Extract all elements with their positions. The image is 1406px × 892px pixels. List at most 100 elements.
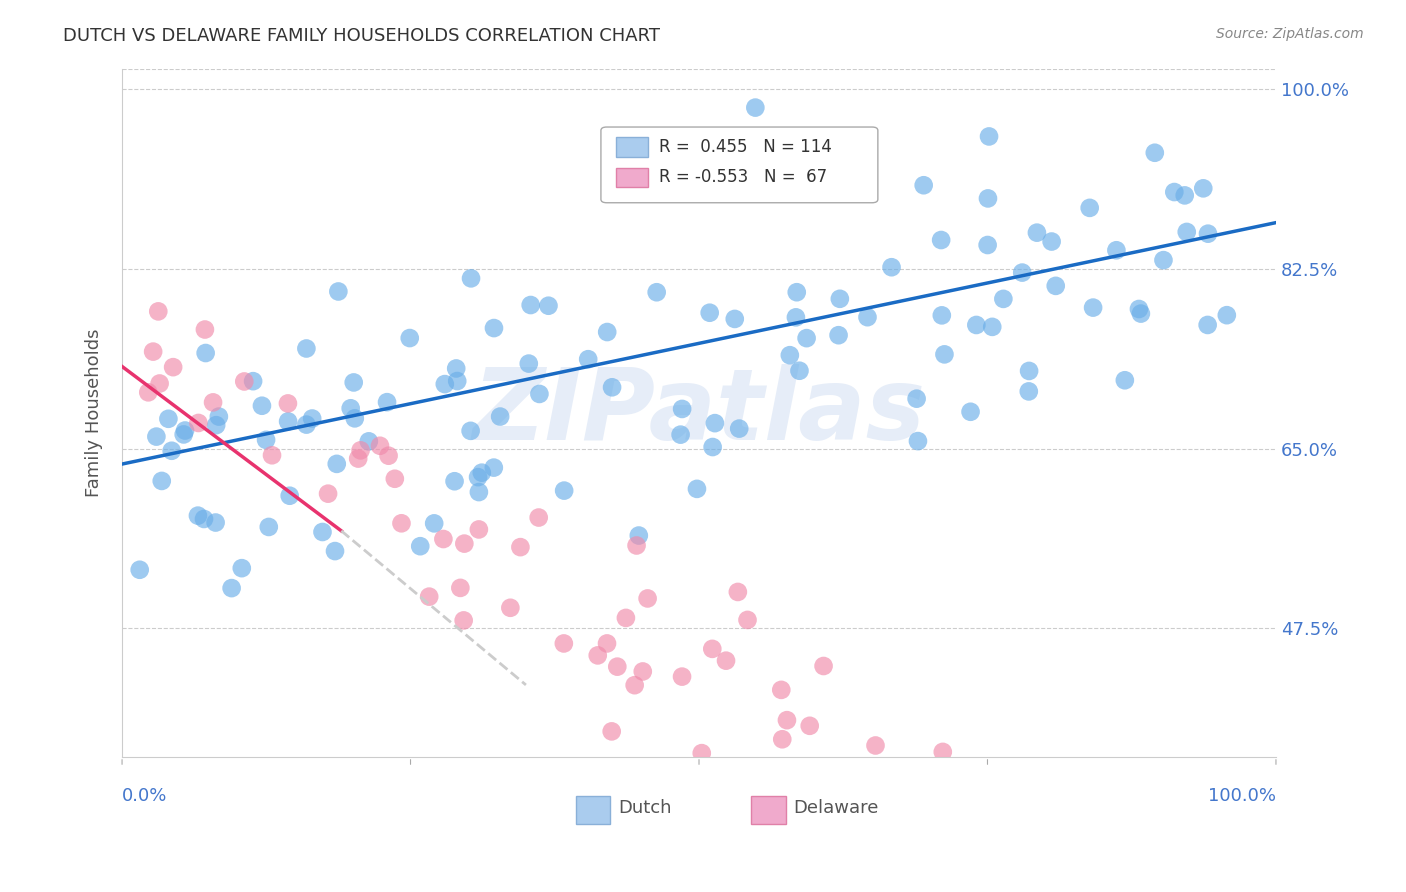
Point [1018, 384, 1040, 399]
Point [880, 260, 903, 275]
Bar [751, 796, 786, 823]
Point [744, 101, 766, 115]
Point [208, 409, 231, 424]
Point [295, 417, 318, 432]
Point [1216, 308, 1239, 322]
Point [173, 427, 195, 442]
Text: 100.0%: 100.0% [1208, 788, 1277, 805]
Point [931, 309, 953, 323]
Point [278, 489, 301, 503]
Point [703, 416, 725, 430]
Text: R = -0.553   N =  67: R = -0.553 N = 67 [658, 169, 827, 186]
Point [779, 348, 801, 362]
Point [907, 434, 929, 449]
Point [1105, 244, 1128, 258]
Point [776, 713, 799, 727]
Point [160, 443, 183, 458]
Point [659, 764, 682, 778]
Point [162, 360, 184, 375]
Point [1078, 201, 1101, 215]
Point [728, 421, 751, 435]
Point [384, 472, 406, 486]
Point [1163, 185, 1185, 199]
Point [357, 434, 380, 449]
Point [471, 466, 494, 480]
Point [770, 682, 793, 697]
Point [339, 401, 361, 416]
Point [1197, 227, 1219, 241]
Point [377, 449, 399, 463]
Point [482, 321, 505, 335]
Point [856, 310, 879, 325]
Point [669, 427, 692, 442]
Point [349, 443, 371, 458]
Point [347, 451, 370, 466]
Point [890, 825, 912, 839]
Point [627, 528, 650, 542]
Point [326, 457, 349, 471]
Text: Dutch: Dutch [619, 799, 672, 817]
Point [460, 424, 482, 438]
Point [553, 483, 575, 498]
Point [328, 285, 350, 299]
Point [1128, 301, 1150, 316]
Point [600, 380, 623, 394]
Point [671, 670, 693, 684]
Point [136, 385, 159, 400]
Point [1045, 278, 1067, 293]
Bar [616, 168, 648, 187]
Point [1011, 266, 1033, 280]
Point [810, 776, 832, 790]
Point [623, 678, 645, 692]
Point [1129, 307, 1152, 321]
Point [865, 739, 887, 753]
Point [468, 485, 491, 500]
Point [614, 611, 637, 625]
Point [626, 539, 648, 553]
Point [905, 392, 928, 406]
Point [449, 581, 471, 595]
Point [529, 387, 551, 401]
Point [787, 772, 810, 787]
Point [827, 328, 849, 343]
Point [799, 719, 821, 733]
Point [977, 191, 1000, 205]
Point [976, 238, 998, 252]
Point [800, 162, 823, 177]
Point [1022, 863, 1045, 877]
Point [157, 411, 180, 425]
Point [724, 312, 747, 326]
Bar [575, 796, 610, 823]
Point [1174, 188, 1197, 202]
Point [453, 536, 475, 550]
Point [1175, 225, 1198, 239]
Point [149, 376, 172, 391]
Point [194, 346, 217, 360]
Point [981, 319, 1004, 334]
Point [145, 429, 167, 443]
Point [444, 361, 467, 376]
Point [295, 342, 318, 356]
Point [1152, 253, 1174, 268]
Bar [616, 137, 648, 157]
Point [959, 405, 981, 419]
Point [737, 613, 759, 627]
Point [596, 636, 619, 650]
Point [128, 563, 150, 577]
Point [343, 376, 366, 390]
Point [866, 783, 889, 797]
Point [205, 418, 228, 433]
Point [409, 539, 432, 553]
Point [254, 433, 277, 447]
Point [1018, 364, 1040, 378]
Point [610, 173, 633, 187]
Point [839, 803, 862, 817]
Y-axis label: Family Households: Family Households [86, 328, 103, 497]
Point [446, 374, 468, 388]
Point [912, 178, 935, 193]
Point [863, 819, 886, 833]
Point [770, 732, 793, 747]
Point [877, 860, 900, 874]
Point [499, 600, 522, 615]
Point [965, 318, 987, 332]
